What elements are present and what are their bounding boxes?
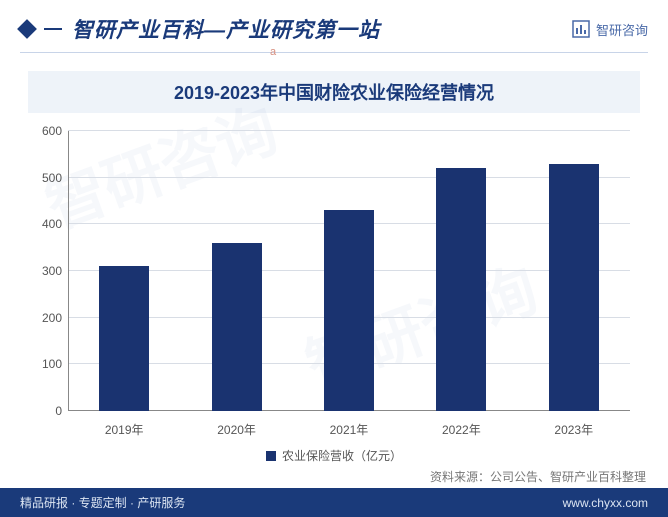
header-left: 智研产业百科—产业研究第一站 (20, 14, 380, 44)
bar-slot (544, 164, 604, 411)
y-tick-label: 0 (28, 404, 62, 418)
header: 智研产业百科—产业研究第一站 智研咨询 (0, 0, 668, 50)
legend: 农业保险营收（亿元） (0, 447, 668, 464)
bar-slot (319, 210, 379, 411)
x-tick-label: 2020年 (207, 415, 267, 441)
bar (212, 243, 262, 411)
bar (324, 210, 374, 411)
brand-block: 智研咨询 (572, 20, 648, 39)
bar (99, 266, 149, 411)
brand-label: 智研咨询 (596, 20, 648, 39)
y-tick-label: 100 (28, 357, 62, 371)
y-tick-label: 400 (28, 217, 62, 231)
bar-slot (431, 168, 491, 411)
footer-right: www.chyxx.com (563, 496, 648, 510)
bar (436, 168, 486, 411)
y-tick-label: 200 (28, 311, 62, 325)
header-divider (20, 52, 648, 53)
bar-slot (207, 243, 267, 411)
chart-title: 2019-2023年中国财险农业保险经营情况 (28, 79, 640, 105)
bar-slot (94, 266, 154, 411)
brand-logo-icon (572, 20, 590, 38)
legend-label: 农业保险营收（亿元） (282, 447, 402, 464)
y-tick-label: 600 (28, 124, 62, 138)
diamond-icon (17, 19, 37, 39)
page-title: 智研产业百科—产业研究第一站 (72, 14, 380, 44)
chart-title-band: 2019-2023年中国财险农业保险经营情况 (28, 71, 640, 113)
legend-swatch (266, 451, 276, 461)
source-line: 资料来源：公司公告、智研产业百科整理 (430, 468, 646, 485)
footer: 精品研报 · 专题定制 · 产研服务 www.chyxx.com (0, 488, 668, 517)
bars-container (68, 131, 630, 411)
chart-area: 0100200300400500600 2019年 2020年 2021年 2022年… (28, 131, 640, 441)
x-tick-label: 2021年 (319, 415, 379, 441)
x-tick-label: 2023年 (544, 415, 604, 441)
small-tag: a (270, 46, 276, 58)
y-tick-label: 500 (28, 171, 62, 185)
x-tick-label: 2019年 (94, 415, 154, 441)
bar (549, 164, 599, 411)
header-line (44, 28, 62, 30)
footer-left: 精品研报 · 专题定制 · 产研服务 (20, 494, 185, 511)
x-tick-label: 2022年 (431, 415, 491, 441)
plot-region: 0100200300400500600 (68, 131, 630, 411)
x-labels: 2019年 2020年 2021年 2022年 2023年 (68, 415, 630, 441)
y-tick-label: 300 (28, 264, 62, 278)
